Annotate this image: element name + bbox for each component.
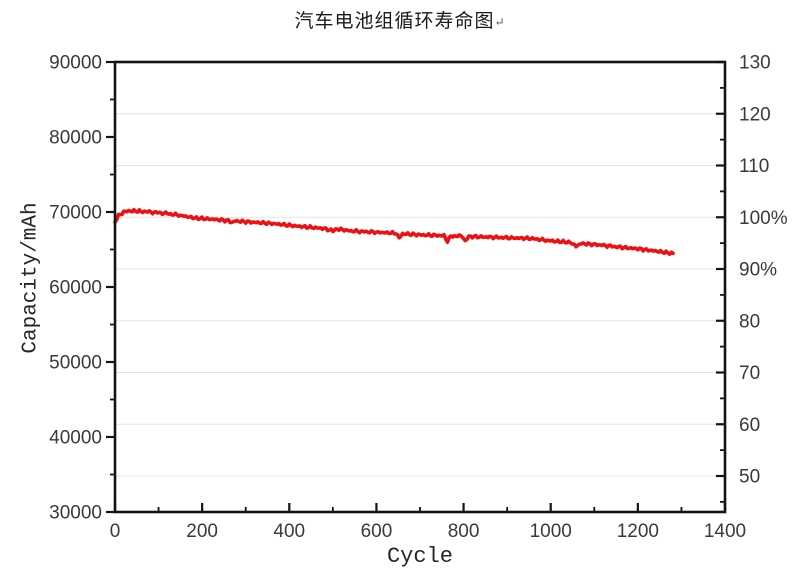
y-right-tick-label: 80 [739, 311, 760, 332]
y-left-tick-label: 30000 [49, 503, 102, 524]
y-right-tick-label: 70 [739, 363, 760, 384]
x-tick-label: 800 [448, 521, 480, 542]
y-left-tick-label: 90000 [49, 53, 102, 74]
y-right-tick-label: 90% [739, 260, 777, 281]
x-axis-title: Cycle [386, 544, 453, 569]
chart-title: 汽车电池组循环寿命图↵ [0, 6, 800, 33]
y-right-tick-label: 50 [739, 467, 760, 488]
y-left-tick-label: 60000 [49, 278, 102, 299]
x-tick-label: 1200 [617, 521, 659, 542]
axis-frame [113, 60, 727, 514]
x-tick-label: 200 [186, 521, 218, 542]
y-left-tick-label: 40000 [49, 428, 102, 449]
chart-title-text: 汽车电池组循环寿命图 [294, 10, 495, 32]
y-right-tick-label: 60 [739, 415, 760, 436]
data-series-line [113, 207, 675, 256]
y-right-tick-label: 120 [739, 104, 771, 125]
y-left-tick-label: 80000 [49, 128, 102, 149]
y-right-tick-label: 130 [739, 53, 771, 74]
y-right-tick-label: 110 [739, 156, 769, 177]
paragraph-return-mark: ↵ [494, 15, 506, 29]
y-left-tick-label: 70000 [49, 203, 102, 224]
x-tick-label: 1400 [704, 521, 746, 542]
x-tick-label: 400 [273, 521, 305, 542]
y-right-tick-label: 100% [739, 208, 788, 229]
x-tick-label: 0 [110, 521, 121, 542]
x-tick-label: 600 [361, 521, 393, 542]
x-tick-label: 1000 [530, 521, 572, 542]
y-left-tick-label: 50000 [49, 353, 102, 374]
